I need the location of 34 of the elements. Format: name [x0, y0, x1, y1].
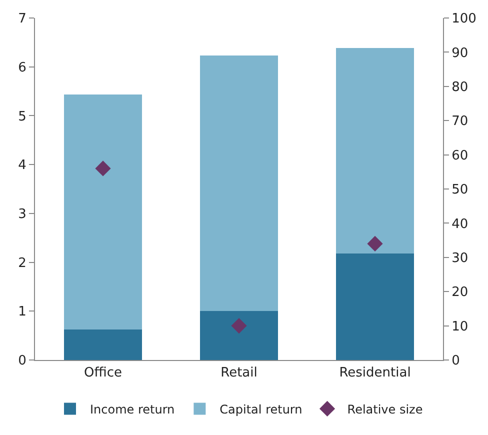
y2-tick-label: 50 — [452, 182, 468, 198]
y-tick-label: 7 — [18, 12, 26, 27]
y2-tick-label: 20 — [452, 285, 468, 300]
y2-tick-label: 30 — [452, 250, 468, 266]
y-tick-label: 4 — [18, 158, 26, 174]
bar — [200, 56, 278, 312]
legend-label: Relative size — [347, 402, 423, 416]
y-tick-label: 3 — [18, 206, 26, 222]
y2-tick-label: 40 — [452, 216, 468, 232]
bar — [64, 94, 142, 330]
legend-label: Income return — [90, 402, 175, 416]
bar — [336, 253, 414, 360]
legend-label: Capital return — [220, 402, 302, 416]
y2-tick-label: 80 — [452, 80, 468, 95]
point — [95, 160, 111, 176]
y2-tick-label: 10 — [452, 319, 468, 334]
y-tick-label: 5 — [18, 109, 26, 124]
y2-tick-label: 70 — [452, 114, 468, 130]
x-tick-label: Retail — [220, 366, 258, 381]
bar — [336, 48, 414, 254]
y2-tick-label: 90 — [452, 46, 468, 61]
y-tick-label: 1 — [18, 304, 26, 320]
y-tick-label: 6 — [18, 60, 26, 76]
y2-tick-label: 100 — [452, 12, 476, 27]
x-tick-label: Office — [84, 366, 122, 381]
y-tick-label: 2 — [18, 256, 26, 271]
bar — [200, 311, 278, 360]
bar — [64, 330, 142, 360]
point — [231, 318, 247, 334]
y2-tick-label: 60 — [452, 148, 468, 164]
y2-tick-label: 0 — [452, 354, 460, 369]
point — [367, 236, 383, 252]
y-tick-label: 0 — [18, 354, 26, 369]
x-tick-label: Residential — [339, 366, 411, 381]
